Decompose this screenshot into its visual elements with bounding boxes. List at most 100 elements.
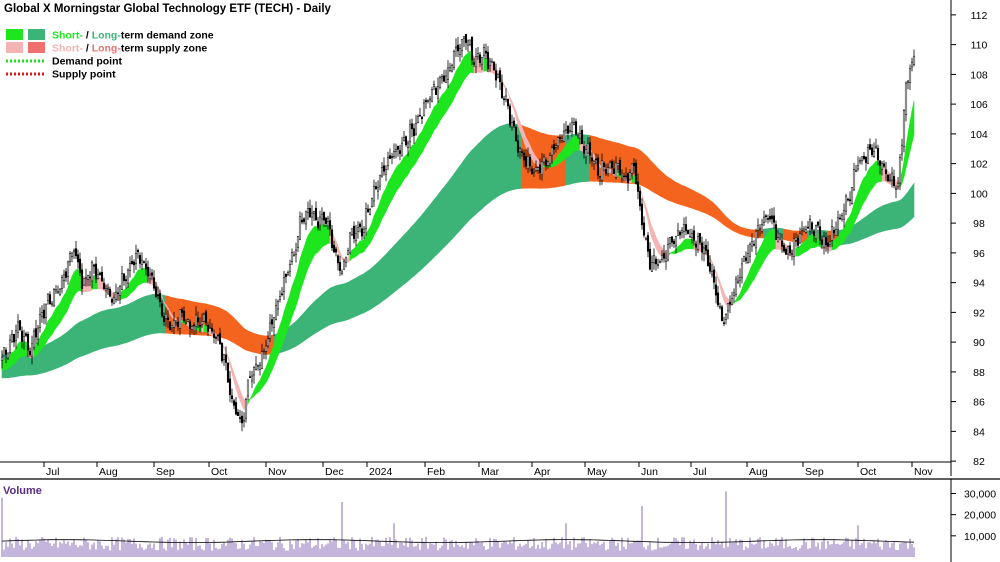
- date-tick-label: Sep: [805, 466, 824, 478]
- candle-body: [726, 303, 730, 312]
- candle-body: [584, 149, 588, 158]
- candle-body: [424, 100, 428, 103]
- candle-body: [234, 402, 238, 415]
- candle-body: [824, 237, 828, 246]
- candle-body: [202, 314, 206, 322]
- candle-body: [746, 252, 750, 263]
- candle-body: [818, 226, 822, 241]
- candle-body: [870, 147, 874, 155]
- candle-body: [522, 152, 526, 161]
- candle-body: [150, 272, 154, 276]
- candle-body: [176, 321, 180, 327]
- candle-body: [86, 275, 90, 280]
- candle-body: [544, 159, 548, 167]
- candle-body: [720, 306, 724, 322]
- candle-body: [864, 156, 868, 163]
- candle-body: [620, 177, 624, 180]
- candle-body: [856, 165, 860, 170]
- candle-body: [896, 182, 900, 187]
- candle-body: [224, 354, 228, 363]
- candle-body: [94, 263, 98, 280]
- candle-body: [808, 218, 812, 232]
- candle-body: [76, 254, 80, 263]
- legend-swatch-short-supply: [6, 42, 23, 53]
- candle-body: [862, 155, 866, 160]
- candle-body: [380, 167, 384, 177]
- candle-body: [406, 142, 410, 148]
- date-tick-label: Aug: [749, 466, 768, 478]
- candle-body: [20, 330, 24, 342]
- candle-body: [136, 249, 140, 253]
- candle-body: [142, 261, 146, 263]
- candle-body: [100, 271, 104, 282]
- candle-body: [606, 167, 610, 175]
- candle-body: [674, 236, 678, 247]
- candle-body: [772, 215, 776, 223]
- candle-body: [488, 60, 492, 66]
- candle-body: [508, 105, 512, 126]
- candle-body: [456, 44, 460, 52]
- candle-body: [378, 174, 382, 187]
- candle-body: [822, 236, 826, 248]
- candle-body: [868, 144, 872, 150]
- candle-body: [528, 156, 532, 167]
- date-tick-label: Jul: [46, 466, 59, 478]
- candle-body: [292, 254, 296, 257]
- candle-body: [470, 36, 474, 61]
- price-tick-label: 82: [973, 456, 985, 468]
- candle-body: [232, 400, 236, 406]
- candle-body: [328, 220, 332, 230]
- candle-body: [372, 186, 376, 202]
- candle-body: [348, 232, 352, 254]
- candle-body: [698, 233, 702, 243]
- price-candles: [0, 34, 916, 432]
- candle-body: [62, 274, 66, 281]
- candle-body: [54, 289, 58, 292]
- candle-body: [468, 39, 472, 45]
- candle-body: [390, 156, 394, 158]
- candle-body: [40, 312, 44, 317]
- price-tick-label: 98: [973, 218, 985, 230]
- candle-body: [16, 321, 20, 333]
- candle-body: [534, 167, 538, 171]
- candle-body: [828, 241, 832, 245]
- candle-body: [404, 136, 408, 146]
- candle-body: [676, 230, 680, 236]
- candle-body: [170, 325, 174, 329]
- chart-title: Global X Morningstar Global Technology E…: [4, 3, 332, 15]
- candle-body: [78, 258, 82, 273]
- candle-body: [48, 294, 52, 304]
- candle-body: [276, 300, 280, 310]
- price-tick-label: 106: [970, 99, 988, 111]
- candle-body: [890, 172, 894, 181]
- candle-body: [696, 235, 700, 250]
- candle-body: [452, 51, 456, 69]
- candle-body: [410, 123, 414, 130]
- candle-body: [494, 70, 498, 81]
- candle-body: [182, 311, 186, 322]
- legend-demand-post: term demand zone: [121, 30, 214, 42]
- candle-body: [538, 164, 542, 173]
- candle-body: [264, 345, 268, 352]
- candle-body: [354, 232, 358, 242]
- candle-body: [120, 273, 124, 290]
- price-tick-label: 92: [973, 307, 985, 319]
- volume-tick-label: 20,000: [964, 510, 996, 522]
- candle-body: [644, 237, 648, 240]
- candle-body: [228, 378, 232, 396]
- volume-tick-label: 30,000: [964, 488, 996, 500]
- price-axis-ticks: 82 84 86 88 90 92 94 96 98 100 102 104 106 108 110 112: [951, 10, 988, 468]
- candle-body: [28, 351, 32, 355]
- candle-body: [578, 133, 582, 139]
- candle-body: [702, 247, 706, 254]
- candle-body: [6, 352, 10, 359]
- candle-body: [440, 76, 444, 79]
- candle-body: [910, 61, 914, 68]
- candle-body: [382, 165, 386, 172]
- candle-body: [32, 330, 36, 348]
- long-zone-segment: [911, 182, 915, 220]
- candle-body: [206, 324, 210, 332]
- candle-body: [764, 215, 768, 217]
- short-zone-segment: [911, 100, 915, 143]
- candle-body: [428, 98, 432, 101]
